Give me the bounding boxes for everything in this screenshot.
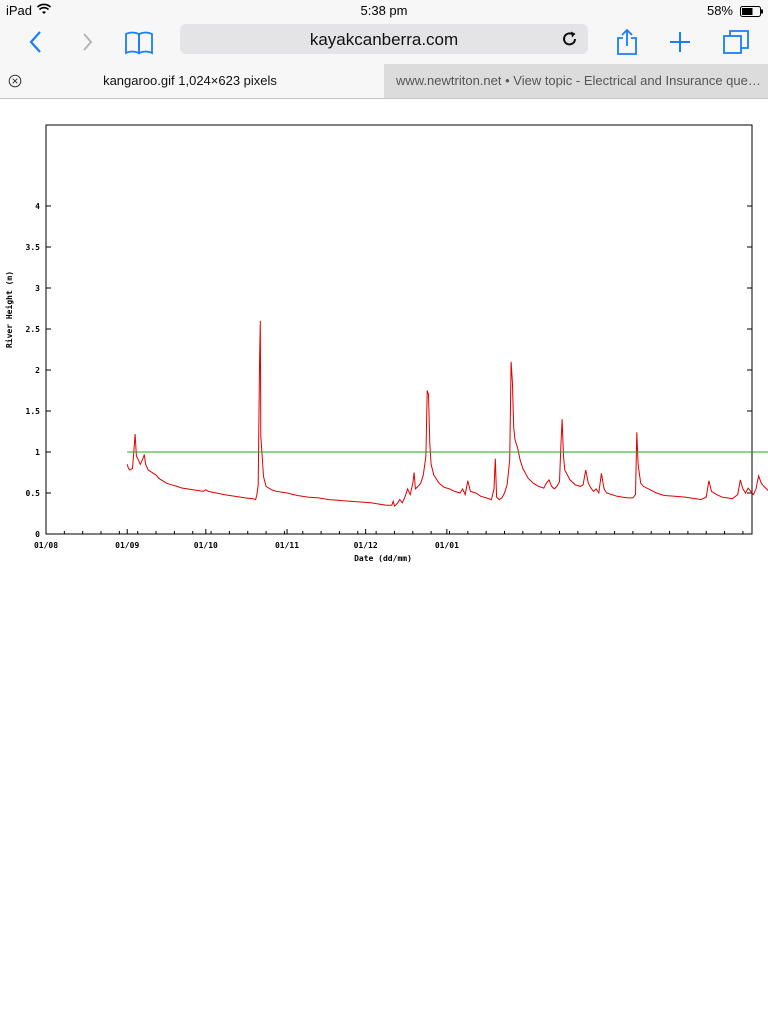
browser-toolbar: kayakcanberra.com [0,20,768,64]
y-tick-label: 1 [35,448,40,457]
device-name: iPad [6,3,33,18]
river-height-chart: 0 0.5 1 1.5 2 2.5 3 3.5 4 01/08 01/09 01/10 01/11 01/… [4,124,768,563]
url-text: kayakcanberra.com [309,30,459,49]
page-content: 0 0.5 1 1.5 2 2.5 3 3.5 4 01/08 01/09 01/10 01/11 01/… [0,99,768,1024]
forward-icon [83,33,93,51]
battery-icon [740,5,763,17]
tab-newtriton[interactable]: www.newtriton.net • View topic - Electri… [384,64,768,98]
tabs-icon [723,30,749,54]
address-bar[interactable]: kayakcanberra.com [180,24,588,54]
x-tick-label: 01/09 [115,541,139,550]
y-tick-label: 0 [35,530,40,539]
reload-button[interactable] [560,29,580,49]
x-tick-label: 01/01 [435,541,459,550]
back-button[interactable] [20,26,52,58]
x-tick-label: 01/12 [354,541,378,550]
y-tick-label: 2 [35,366,40,375]
y-tick-label: 2.5 [26,325,41,334]
y-tick-label: 4 [35,202,40,211]
new-tab-button[interactable] [664,26,696,58]
y-tick-label: 1.5 [26,407,41,416]
x-tick-label: 01/11 [275,541,299,550]
battery-percent: 58% [706,3,733,18]
tab-kangaroo[interactable]: kangaroo.gif 1,024×623 pixels [0,64,384,98]
x-axis-label: Date (dd/mm) [354,554,412,563]
status-time: 5:38 pm [360,3,408,18]
y-tick-label: 3 [35,284,40,293]
wifi-icon [36,3,52,18]
y-axis-label: River Height (m) [4,271,14,348]
back-icon [29,31,41,53]
tab-title: www.newtriton.net • View topic - Electri… [396,73,762,88]
tab-title: kangaroo.gif 1,024×623 pixels [103,73,277,88]
bookmarks-icon [125,31,153,55]
y-tick-label: 3.5 [26,243,41,252]
tabs-button[interactable] [720,26,752,58]
x-tick-label: 01/08 [34,541,58,550]
add-icon [670,32,690,52]
close-tab-button[interactable] [8,74,22,88]
reload-icon [563,31,576,46]
share-icon [617,28,637,55]
forward-button[interactable] [72,26,104,58]
x-tick-label: 01/10 [194,541,218,550]
tab-bar: kangaroo.gif 1,024×623 pixels www.newtri… [0,64,768,99]
river-height-line [126,320,768,508]
close-icon [8,74,22,88]
y-tick-label: 0.5 [26,489,41,498]
bookmarks-button[interactable] [123,26,155,58]
share-button[interactable] [611,26,643,58]
status-bar: iPad 5:38 pm 58% [0,0,768,20]
